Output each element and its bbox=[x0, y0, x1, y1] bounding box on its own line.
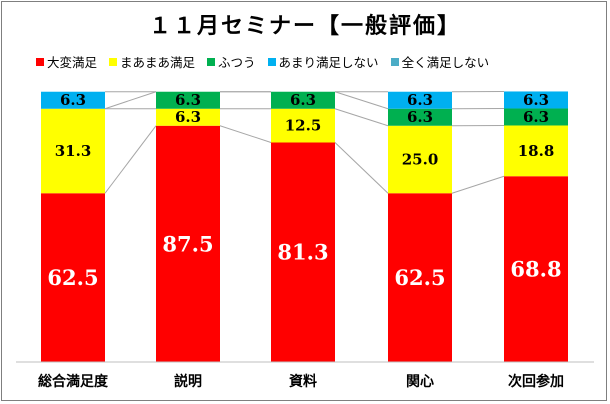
data-label: 6.3 bbox=[290, 91, 316, 109]
series-line bbox=[334, 91, 389, 110]
category-label: 説明 bbox=[174, 373, 202, 390]
legend-item: 大変満足 bbox=[36, 52, 97, 71]
bar-segment bbox=[388, 193, 452, 362]
bar-segment bbox=[271, 91, 335, 109]
bar-segment bbox=[504, 108, 568, 126]
chart-legend: 大変満足 まあまあ満足 ふつう あまり満足しない 全く満足しない bbox=[36, 52, 489, 71]
legend-label: 大変満足 bbox=[47, 55, 98, 70]
bar-segment bbox=[504, 91, 568, 109]
legend-item: まあまあ満足 bbox=[109, 52, 195, 71]
bar-segment bbox=[41, 108, 105, 194]
data-label: 6.3 bbox=[60, 91, 86, 109]
category-label: 総合満足度 bbox=[38, 373, 109, 390]
series-line bbox=[451, 175, 505, 194]
legend-item: 全く満足しない bbox=[390, 52, 490, 71]
data-label: 18.8 bbox=[518, 142, 555, 160]
legend-swatch bbox=[207, 57, 216, 66]
bar-segment bbox=[504, 176, 568, 362]
bar-segment bbox=[388, 125, 452, 194]
bar-segment bbox=[388, 91, 452, 109]
category-label: 次回参加 bbox=[508, 373, 564, 390]
bar-segment bbox=[156, 91, 220, 109]
bar-segment bbox=[271, 108, 335, 143]
data-label: 6.3 bbox=[175, 108, 201, 126]
legend-label: まあまあ満足 bbox=[120, 55, 196, 70]
legend-label: ふつう bbox=[218, 55, 256, 70]
bar-segment bbox=[41, 91, 105, 109]
chart-title: １１月セミナー【一般評価】 bbox=[148, 13, 461, 39]
data-label: 6.3 bbox=[175, 91, 201, 109]
data-label: 68.8 bbox=[510, 257, 561, 282]
series-line bbox=[104, 125, 157, 194]
data-label: 6.3 bbox=[407, 108, 433, 126]
bar-segment bbox=[388, 108, 452, 126]
data-label: 31.3 bbox=[55, 142, 92, 160]
legend-swatch bbox=[267, 57, 276, 66]
category-label: 関心 bbox=[406, 374, 434, 390]
series-line bbox=[334, 142, 389, 194]
legend-item: あまり満足しない bbox=[267, 52, 379, 71]
data-label: 87.5 bbox=[162, 231, 213, 256]
bar-segment bbox=[41, 193, 105, 362]
legend-swatch bbox=[390, 57, 399, 66]
bar-segment bbox=[504, 125, 568, 177]
data-label: 81.3 bbox=[277, 240, 328, 265]
series-line bbox=[334, 108, 389, 127]
legend-label: 全く満足しない bbox=[401, 55, 490, 70]
data-label: 62.5 bbox=[394, 265, 445, 290]
series-line bbox=[219, 125, 272, 143]
legend-swatch bbox=[36, 57, 44, 66]
data-label: 12.5 bbox=[285, 117, 322, 135]
legend-label: あまり満足しない bbox=[278, 55, 379, 70]
bar-segment bbox=[271, 142, 335, 362]
data-label: 25.0 bbox=[402, 151, 439, 169]
bar-segment bbox=[156, 125, 220, 362]
data-label: 6.3 bbox=[523, 108, 549, 126]
legend-swatch bbox=[109, 57, 118, 66]
legend-item: ふつう bbox=[207, 52, 256, 71]
data-label: 6.3 bbox=[407, 91, 433, 109]
series-line bbox=[104, 91, 157, 110]
data-label: 6.3 bbox=[523, 91, 549, 109]
data-label: 62.5 bbox=[47, 265, 98, 290]
bar-segment bbox=[156, 108, 220, 126]
category-label: 資料 bbox=[289, 373, 317, 390]
